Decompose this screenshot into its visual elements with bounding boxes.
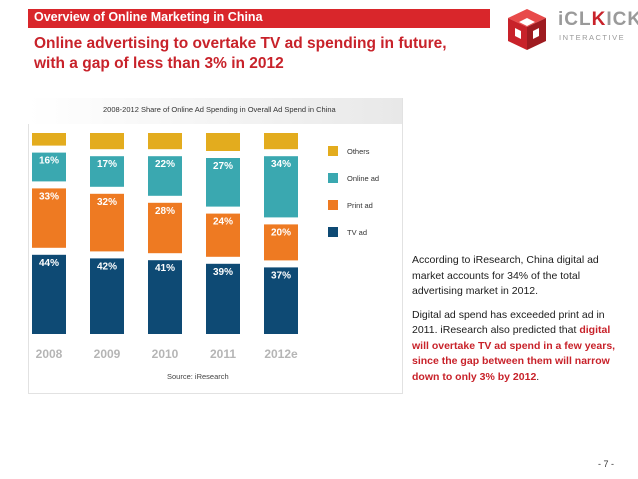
data-label-print-ad-2010: 28% [155,206,175,217]
bar-tv-ad-2009 [90,258,124,334]
legend-label-print-ad: Print ad [347,201,373,210]
page-number: - 7 - [598,459,615,469]
commentary: According to iResearch, China digital ad… [412,253,628,385]
logo-wordmark-k: K [591,9,607,30]
data-label-print-ad-2009: 32% [97,197,117,208]
x-tick-2009: 2009 [94,347,121,361]
data-label-tv-ad-2008: 44% [39,258,59,269]
legend-swatch-online-ad [328,173,338,183]
data-label-tv-ad-2010: 41% [155,263,175,274]
x-tick-2012e: 2012e [264,347,298,361]
logo-subtitle: INTERACTIVE [559,33,626,42]
header-title: Overview of Online Marketing in China [34,10,263,24]
commentary-plain: Digital ad spend has exceeded print ad i… [412,308,605,337]
bar-online-ad-2008 [32,152,66,182]
data-label-print-ad-2012e: 20% [271,227,291,238]
data-label-tv-ad-2012e: 37% [271,270,291,281]
data-label-print-ad-2008: 33% [39,191,59,202]
bar-online-ad-2012e [264,156,298,218]
legend-swatch-print-ad [328,200,338,210]
chart-title-bar [28,98,402,124]
headline-line-2: with a gap of less than 3% in 2012 [34,55,284,72]
bar-print-ad-2012e [264,224,298,261]
commentary-paragraph-1: According to iResearch, China digital ad… [412,254,599,297]
data-label-tv-ad-2011: 39% [213,267,233,278]
x-tick-2008: 2008 [36,347,63,361]
logo-wordmark-a: iCL [558,9,592,30]
commentary-end: . [536,370,540,383]
bar-others-2012e [264,133,298,150]
bar-online-ad-2010 [148,156,182,196]
data-label-online-ad-2008: 16% [39,156,59,167]
bar-tv-ad-2011 [206,263,240,334]
headline-line-1: Online advertising to overtake TV ad spe… [34,35,447,52]
data-label-tv-ad-2009: 42% [97,261,117,272]
bar-print-ad-2011 [206,213,240,257]
legend-swatch-tv-ad [328,227,338,237]
bar-tv-ad-2008 [32,254,66,334]
legend-label-tv-ad: TV ad [347,228,367,237]
bar-tv-ad-2012e [264,267,298,334]
cube-logo-icon [508,9,546,50]
bar-print-ad-2009 [90,193,124,252]
commentary-paragraph-2: Digital ad spend has exceeded print ad i… [412,308,628,386]
chart-source: Source: iResearch [167,372,229,381]
bar-print-ad-2010 [148,202,182,254]
data-label-print-ad-2011: 24% [213,217,233,228]
logo-wordmark-b: ICK [606,9,638,30]
data-label-online-ad-2012e: 34% [271,159,291,170]
header-bar [28,9,490,28]
bar-others-2008 [32,133,66,146]
slide-headline: Online advertising to overtake TV ad spe… [34,34,474,74]
chart-title: 2008-2012 Share of Online Ad Spending in… [103,105,336,114]
commentary-emphasis: digital will overtake TV ad spend in a f… [412,324,616,383]
stacked-bar-chart: 44% 33% 16% 2008 42% 32% 17% 2009 41% 28% 22% 2010 3… [32,133,379,361]
bar-online-ad-2009 [90,156,124,187]
bar-others-2010 [148,133,182,150]
data-label-online-ad-2010: 22% [155,159,175,170]
legend-label-others: Others [347,147,370,156]
legend-label-online-ad: Online ad [347,174,379,183]
x-tick-2010: 2010 [152,347,179,361]
legend-swatch-others [328,146,338,156]
bar-others-2009 [90,133,124,150]
data-label-online-ad-2011: 27% [213,161,233,172]
data-label-online-ad-2009: 17% [97,159,117,170]
logo-wordmark: iCLKICK [558,9,638,31]
x-tick-2011: 2011 [210,347,236,361]
bar-others-2011 [206,133,240,151]
bar-print-ad-2008 [32,188,66,248]
bar-tv-ad-2010 [148,260,182,334]
bar-online-ad-2011 [206,158,240,207]
